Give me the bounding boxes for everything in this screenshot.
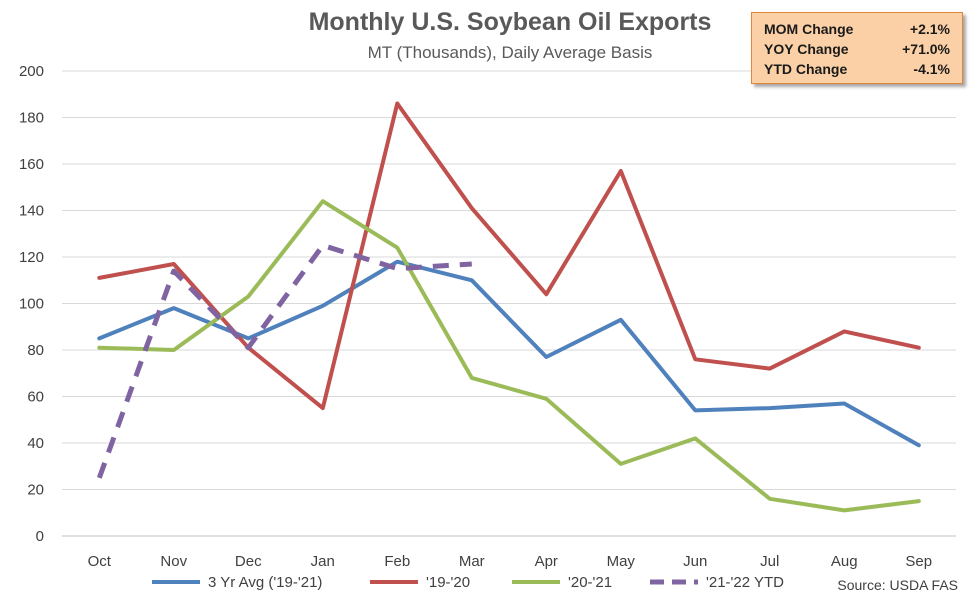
y-tick-label: 80 (27, 342, 44, 359)
x-tick-label: Apr (535, 553, 558, 570)
y-tick-label: 180 (19, 110, 44, 127)
chart-title: Monthly U.S. Soybean Oil Exports (309, 8, 712, 36)
y-tick-label: 60 (27, 389, 44, 406)
stat-value: +2.1% (909, 21, 950, 37)
x-tick-label: Jan (311, 553, 335, 570)
y-tick-label: 200 (19, 63, 44, 80)
legend-label: '21-'22 YTD (706, 574, 784, 591)
x-tick-label: Mar (459, 553, 485, 570)
x-tick-label: Sep (905, 553, 932, 570)
y-tick-label: 20 (27, 482, 44, 499)
x-tick-label: Jun (683, 553, 707, 570)
stat-label: YOY Change (764, 41, 849, 57)
stat-row-yoy: YOY Change +71.0% (764, 39, 950, 59)
series-line-2 (97, 199, 921, 513)
x-tick-label: Aug (831, 553, 858, 570)
axes: 0 20 40 60 80 100 120 140 160 180 200 Oct Nov Dec Jan F… (19, 63, 956, 570)
x-tick-label: Oct (88, 553, 112, 570)
x-tick-label: Jul (760, 553, 779, 570)
gridlines (62, 70, 956, 490)
stat-label: YTD Change (764, 61, 848, 77)
chart-subtitle: MT (Thousands), Daily Average Basis (368, 43, 653, 62)
change-stats-box: MOM Change +2.1% YOY Change +71.0% YTD C… (751, 12, 963, 84)
x-tick-label: Dec (235, 553, 262, 570)
stat-value: -4.1% (913, 61, 950, 77)
source-note: Source: USDA FAS (837, 577, 958, 593)
legend-label: '20-'21 (568, 574, 612, 591)
legend-label: 3 Yr Avg ('19-'21) (208, 574, 322, 591)
y-tick-label: 40 (27, 435, 44, 452)
y-tick-label: 120 (19, 249, 44, 266)
y-tick-label: 160 (19, 156, 44, 173)
stat-row-mom: MOM Change +2.1% (764, 19, 950, 39)
series-lines (96, 101, 921, 513)
legend-label: '19-'20 (426, 574, 470, 591)
legend: 3 Yr Avg ('19-'21) '19-'20 '20-'21 '21-'22 … (152, 574, 784, 591)
stat-row-ytd: YTD Change -4.1% (764, 59, 950, 79)
stat-label: MOM Change (764, 21, 854, 37)
y-tick-label: 140 (19, 203, 44, 220)
series-line-3 (96, 242, 472, 479)
y-tick-label: 0 (36, 528, 44, 545)
x-tick-label: Nov (160, 553, 187, 570)
stat-value: +71.0% (902, 41, 950, 57)
y-tick-label: 100 (19, 296, 44, 313)
x-tick-label: May (607, 553, 636, 570)
series-line-1 (97, 101, 921, 411)
x-tick-label: Feb (384, 553, 410, 570)
